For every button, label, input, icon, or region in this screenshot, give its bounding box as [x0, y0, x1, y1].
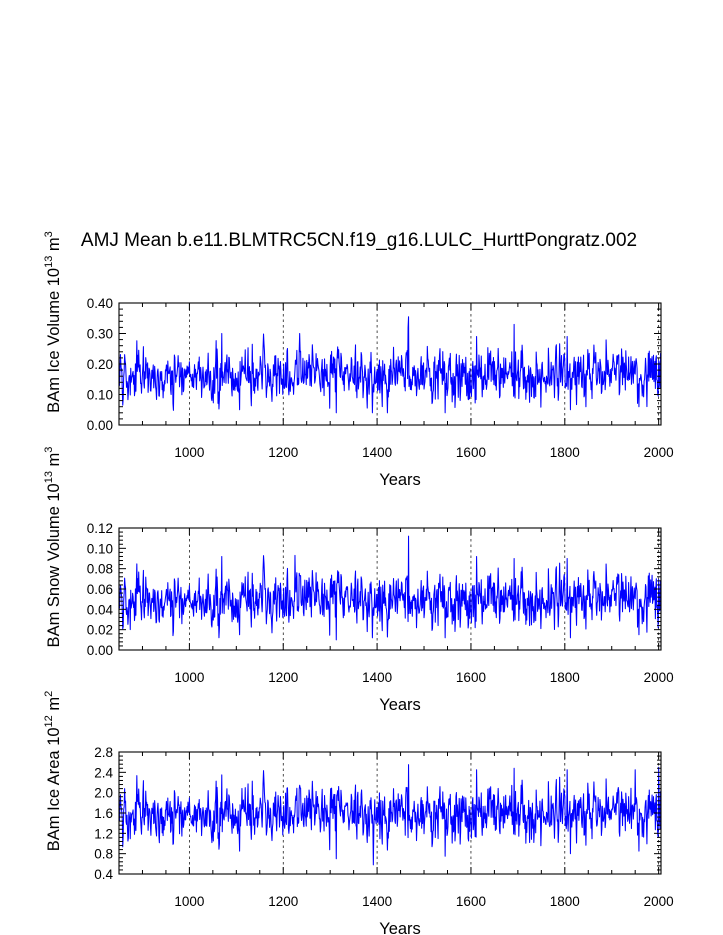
- y-tick-label: 0.4: [94, 867, 113, 882]
- x-tick-label: 1200: [268, 670, 298, 685]
- x-tick-label: 2000: [644, 445, 674, 460]
- y-axis-title-text: BAm Ice Area 10: [45, 727, 63, 851]
- y-axis-title: BAm Snow Volume 1013 m3: [43, 447, 63, 648]
- y-axis-title: BAm Ice Area 1012 m2: [43, 691, 63, 852]
- y-axis-title: BAm Ice Volume 1013 m3: [43, 231, 63, 413]
- x-tick-label: 1200: [268, 445, 298, 460]
- y-tick-label: 2.8: [94, 745, 113, 760]
- x-tick-label: 1000: [174, 445, 204, 460]
- y-axis-title-text: m: [45, 697, 63, 715]
- y-axis-title-text: BAm Snow Volume 10: [45, 483, 63, 647]
- x-tick-label: 1600: [456, 894, 486, 909]
- y-axis-title-exponent: 13: [43, 471, 55, 483]
- y-tick-label: 0.10: [87, 541, 113, 556]
- x-tick-label: 1800: [550, 445, 580, 460]
- y-tick-label: 0.00: [87, 418, 113, 433]
- y-tick-label: 0.00: [87, 643, 113, 658]
- x-tick-label: 1200: [268, 894, 298, 909]
- y-tick-label: 0.08: [87, 562, 113, 577]
- panel-snow-volume: 1000 1200 1400 1600 1800 2000 0.00 0.02 0.04 0.06…: [43, 447, 674, 714]
- x-axis-title: Years: [379, 471, 421, 489]
- y-tick-label: 2.0: [94, 786, 113, 801]
- x-tick-label: 2000: [644, 894, 674, 909]
- x-axis-title: Years: [379, 696, 421, 714]
- x-tick-label: 1400: [362, 894, 392, 909]
- y-tick-label: 0.20: [87, 357, 113, 372]
- y-tick-label: 1.6: [94, 806, 113, 821]
- x-tick-label: 1000: [174, 894, 204, 909]
- y-axis-title-text: m: [45, 237, 63, 255]
- x-axis-title: Years: [379, 920, 421, 935]
- x-tick-label: 1600: [456, 445, 486, 460]
- chart-title: AMJ Mean b.e11.BLMTRC5CN.f19_g16.LULC_Hu…: [81, 230, 637, 251]
- x-tick-label: 1800: [550, 670, 580, 685]
- y-tick-label: 0.04: [87, 602, 114, 617]
- y-tick-label: 0.06: [87, 582, 113, 597]
- panel-ice-area: 1000 1200 1400 1600 1800 2000 0.4 0.8 1.2 1.6 2.0 2…: [43, 691, 674, 935]
- series-line-ice-volume: [118, 316, 662, 414]
- x-tick-label: 1000: [174, 670, 204, 685]
- y-axis-title-exponent: 12: [43, 715, 55, 727]
- x-tick-label: 2000: [644, 670, 674, 685]
- x-tick-label: 1400: [362, 445, 392, 460]
- series-line-snow-volume: [118, 535, 662, 641]
- y-tick-label: 0.12: [87, 521, 113, 536]
- y-tick-label: 1.2: [94, 826, 113, 841]
- y-axis-title-exponent: 2: [43, 691, 55, 697]
- x-tick-label: 1400: [362, 670, 392, 685]
- y-tick-label: 0.40: [87, 296, 113, 311]
- y-tick-label: 0.10: [87, 388, 113, 403]
- y-axis-title-exponent: 13: [43, 256, 55, 268]
- y-tick-label: 2.4: [94, 765, 113, 780]
- y-axis-title-text: m: [45, 453, 63, 471]
- y-axis-title-text: BAm Ice Volume 10: [45, 268, 63, 413]
- y-axis-title-exponent: 3: [43, 231, 55, 237]
- x-tick-label: 1800: [550, 894, 580, 909]
- y-axis-title-exponent: 3: [43, 447, 55, 453]
- y-tick-label: 0.02: [87, 623, 113, 638]
- y-tick-label: 0.8: [94, 847, 113, 862]
- series-line-ice-area: [118, 764, 662, 866]
- x-tick-label: 1600: [456, 670, 486, 685]
- panel-ice-volume: 1000 1200 1400 1600 1800 2000 0.00 0.10 0.20 0.30…: [43, 231, 674, 489]
- y-tick-label: 0.30: [87, 327, 113, 342]
